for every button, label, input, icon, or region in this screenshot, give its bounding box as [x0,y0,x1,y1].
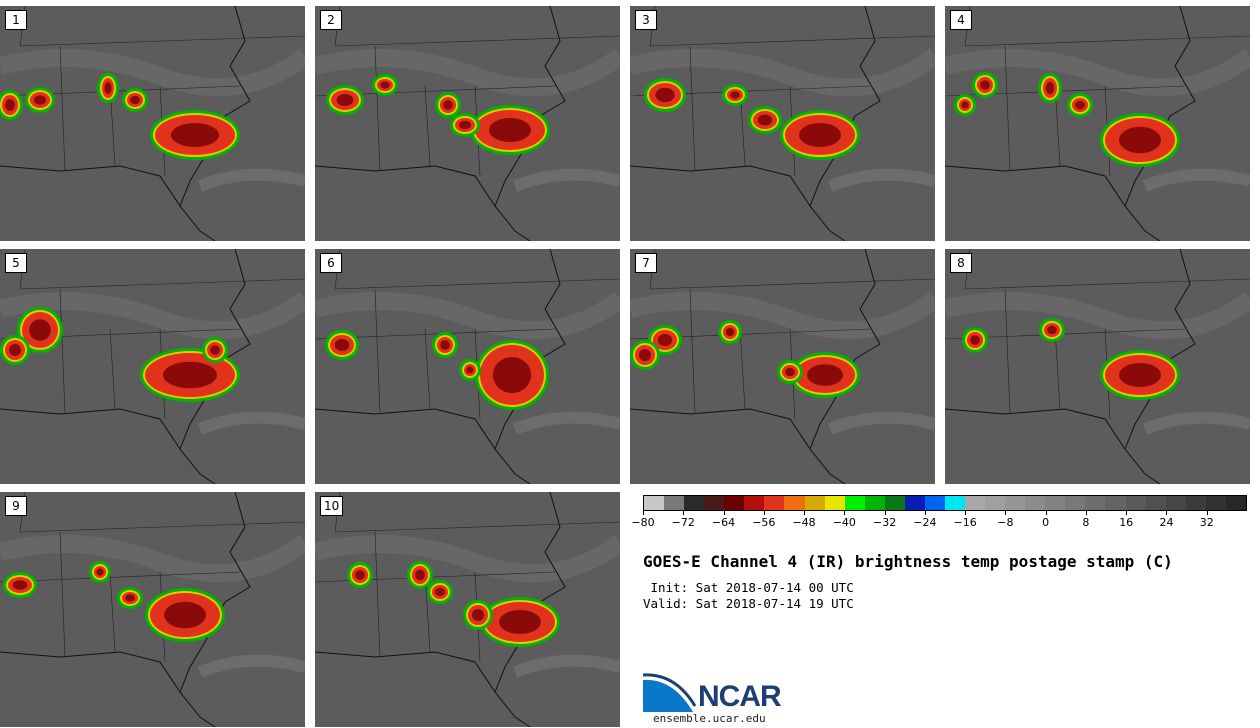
satellite-map [945,249,1250,484]
satellite-map [315,249,620,484]
satellite-map [0,492,305,727]
colorbar-cell [1225,496,1246,510]
colorbar-tick [763,511,765,515]
colorbar-cell [1105,496,1126,510]
panel-number-label: 10 [320,496,344,516]
colorbar-cell [1165,496,1186,510]
colorbar-tick [844,511,846,515]
colorbar-tick-label: −8 [997,516,1014,529]
colorbar-cell [1205,496,1226,510]
colorbar-cell [1025,496,1046,510]
figure-title: GOES-E Channel 4 (IR) brightness temp po… [643,552,1173,571]
colorbar-tick [723,511,725,515]
init-time: Init: Sat 2018-07-14 00 UTC [643,580,854,595]
colorbar-cell [744,496,765,510]
colorbar-tick [1166,511,1168,515]
colorbar-tick-label: −32 [872,516,897,529]
ensemble-member-panel: 5 [0,249,305,484]
colorbar-cell [924,496,945,510]
panel-number-label: 7 [635,253,657,273]
satellite-map [0,249,305,484]
panel-number-label: 8 [950,253,972,273]
colorbar-cell [1045,496,1066,510]
colorbar-tick [1206,511,1208,515]
colorbar-cell [824,496,845,510]
colorbar-tick-label: −72 [671,516,695,529]
colorbar-tick-label: −40 [832,516,856,529]
ncar-swoosh-icon [642,673,697,712]
colorbar-cell [844,496,865,510]
colorbar-cell [644,496,665,510]
colorbar-tick [1126,511,1128,515]
ensemble-member-panel: 4 [945,6,1250,241]
satellite-map [630,249,935,484]
colorbar-cell [1005,496,1026,510]
ensemble-member-panel: 9 [0,492,305,727]
colorbar-cell [864,496,885,510]
colorbar-tick-label: 8 [1082,516,1090,529]
colorbar-ticks: −80 −72 −64 −56 −48 −40 −32 −24 −16 −8 0 8 16 24 32 [631,511,1247,533]
panel-number-label: 2 [320,10,342,30]
colorbar-cell [704,496,725,510]
colorbar-tick [1045,511,1047,515]
colorbar-cell [884,496,905,510]
colorbar-cell [1085,496,1106,510]
colorbar-tick-label: −80 [631,516,655,529]
colorbar-tick-label: 0 [1042,516,1050,529]
colorbar-tick-label: 32 [1199,516,1214,529]
panel-number-label: 6 [320,253,342,273]
ensemble-member-panel: 3 [630,6,935,241]
colorbar-tick-label: −24 [913,516,937,529]
colorbar [643,495,1247,511]
panel-number-label: 4 [950,10,972,30]
colorbar-cell [664,496,685,510]
colorbar-cell [1145,496,1166,510]
colorbar-cell [985,496,1006,510]
panel-number-label: 5 [5,253,27,273]
panel-number-label: 3 [635,10,657,30]
colorbar-tick [683,511,685,515]
satellite-map [0,6,305,241]
colorbar-tick-label: −16 [953,516,977,529]
colorbar-tick-label: 24 [1159,516,1174,529]
panel-number-label: 1 [5,10,27,30]
ensemble-member-panel: 1 [0,6,305,241]
ensemble-member-panel: 8 [945,249,1250,484]
valid-time: Valid: Sat 2018-07-14 19 UTC [643,596,854,611]
colorbar-cell [684,496,705,510]
ncar-logo: NCAR [642,672,803,716]
satellite-map [630,6,935,241]
colorbar-cell [944,496,965,510]
ensemble-member-panel: 2 [315,6,620,241]
colorbar-tick [884,511,886,515]
ensemble-member-panel: 10 [315,492,620,727]
colorbar-cell [764,496,785,510]
colorbar-tick-label: 16 [1119,516,1134,529]
colorbar-tick-label: −48 [792,516,816,529]
ncar-logo-text: NCAR [698,680,782,713]
colorbar-cell [784,496,805,510]
colorbar-cell [1065,496,1086,510]
colorbar-cell [1125,496,1146,510]
satellite-map [315,6,620,241]
colorbar-tick [1085,511,1087,515]
colorbar-cell [804,496,825,510]
colorbar-cell [965,496,986,510]
colorbar-tick-label: −64 [711,516,736,529]
colorbar-tick [965,511,967,515]
colorbar-cell [904,496,925,510]
colorbar-tick-label: −56 [752,516,776,529]
colorbar-tick [804,511,806,515]
site-url: ensemble.ucar.edu [653,712,766,725]
satellite-map [945,6,1250,241]
colorbar-tick [643,511,644,515]
ensemble-member-panel: 7 [630,249,935,484]
colorbar-cell [1185,496,1206,510]
panel-number-label: 9 [5,496,27,516]
satellite-map [315,492,620,727]
colorbar-tick [924,511,926,515]
ensemble-member-panel: 6 [315,249,620,484]
colorbar-tick [1005,511,1007,515]
colorbar-cell [724,496,745,510]
